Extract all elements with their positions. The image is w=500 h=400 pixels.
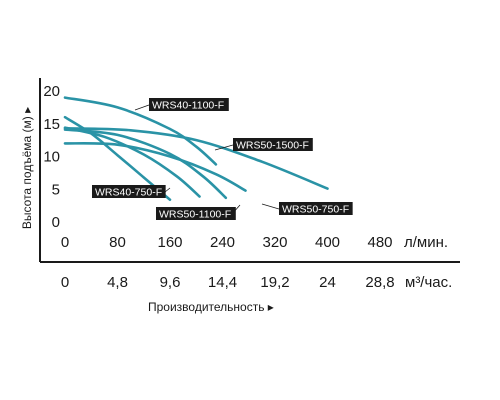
x-tick-label-lpm: 400 — [315, 234, 340, 251]
series-labels: WRS40-1100-F WRS50-1500-F WRS40-750-F WRS50… — [92, 98, 353, 221]
label-background — [156, 207, 236, 220]
series-label-wrs40-750-f: WRS40-750-F — [92, 185, 171, 199]
x-tick-label-lpm: 320 — [262, 234, 287, 251]
series-label-wrs40-1100-f: WRS40-1100-F — [134, 98, 229, 112]
x-tick-labels-lpm: 0 80 160 240 320 400 480 — [61, 234, 393, 251]
y-tick-label: 0 — [52, 214, 60, 231]
x-tick-label-m3h: 0 — [61, 274, 69, 291]
curve-wrs50-1100-f — [63, 128, 228, 200]
label-leader-line — [214, 144, 234, 151]
y-tick-label: 5 — [52, 181, 60, 198]
series-label-wrs50-1500-f: WRS50-1500-F — [214, 138, 313, 152]
x-axis-title: Производительность ▸ — [148, 300, 274, 314]
label-text: WRS50-750-F — [282, 204, 349, 216]
curve-wrs40-1100-f — [63, 96, 218, 166]
curve-wrs40-750-f — [63, 115, 172, 201]
curve-wrs50-1500-f — [63, 127, 329, 190]
y-tick-label: 10 — [43, 149, 60, 166]
label-text: WRS50-1100-F — [159, 209, 231, 221]
x-tick-label-m3h: 28,8 — [365, 274, 394, 291]
label-background — [233, 138, 313, 151]
x-tick-label-m3h: 24 — [319, 274, 336, 291]
x-tick-label-m3h: 4,8 — [107, 274, 128, 291]
x-tick-label-lpm: 480 — [367, 234, 392, 251]
x-tick-label-lpm: 80 — [109, 234, 126, 251]
y-tick-label: 15 — [43, 116, 60, 133]
y-tick-labels: 0 5 10 15 20 — [43, 83, 60, 231]
series-label-wrs50-1100-f: WRS50-1100-F — [156, 204, 241, 221]
label-text: WRS50-1500-F — [236, 140, 309, 152]
label-leader-line — [134, 104, 150, 111]
x-unit-lpm: л/мин. — [404, 234, 448, 251]
label-leader-line — [261, 203, 280, 210]
label-text: WRS40-1100-F — [152, 100, 224, 112]
x-tick-label-lpm: 240 — [210, 234, 235, 251]
label-background — [149, 98, 229, 111]
x-tick-label-lpm: 0 — [61, 234, 69, 251]
label-background — [279, 202, 353, 215]
label-leader-line — [164, 187, 171, 193]
label-background — [92, 185, 166, 198]
y-tick-label: 20 — [43, 83, 60, 100]
curve-wrs50-750-f — [63, 142, 247, 192]
x-unit-m3h: м³/час. — [405, 274, 452, 291]
label-text: WRS40-750-F — [95, 187, 162, 199]
x-tick-label-lpm: 160 — [157, 234, 182, 251]
performance-curves — [63, 96, 329, 201]
x-tick-label-m3h: 19,2 — [260, 274, 289, 291]
series-label-wrs50-750-f: WRS50-750-F — [261, 202, 353, 216]
x-tick-label-m3h: 14,4 — [208, 274, 237, 291]
y-axis-title: Высота подъёма (м) ▸ — [20, 107, 34, 229]
curve-unlabeled-5 — [63, 126, 201, 198]
x-tick-labels-m3h: 0 4,8 9,6 14,4 19,2 24 28,8 — [61, 274, 395, 291]
x-tick-label-m3h: 9,6 — [160, 274, 181, 291]
